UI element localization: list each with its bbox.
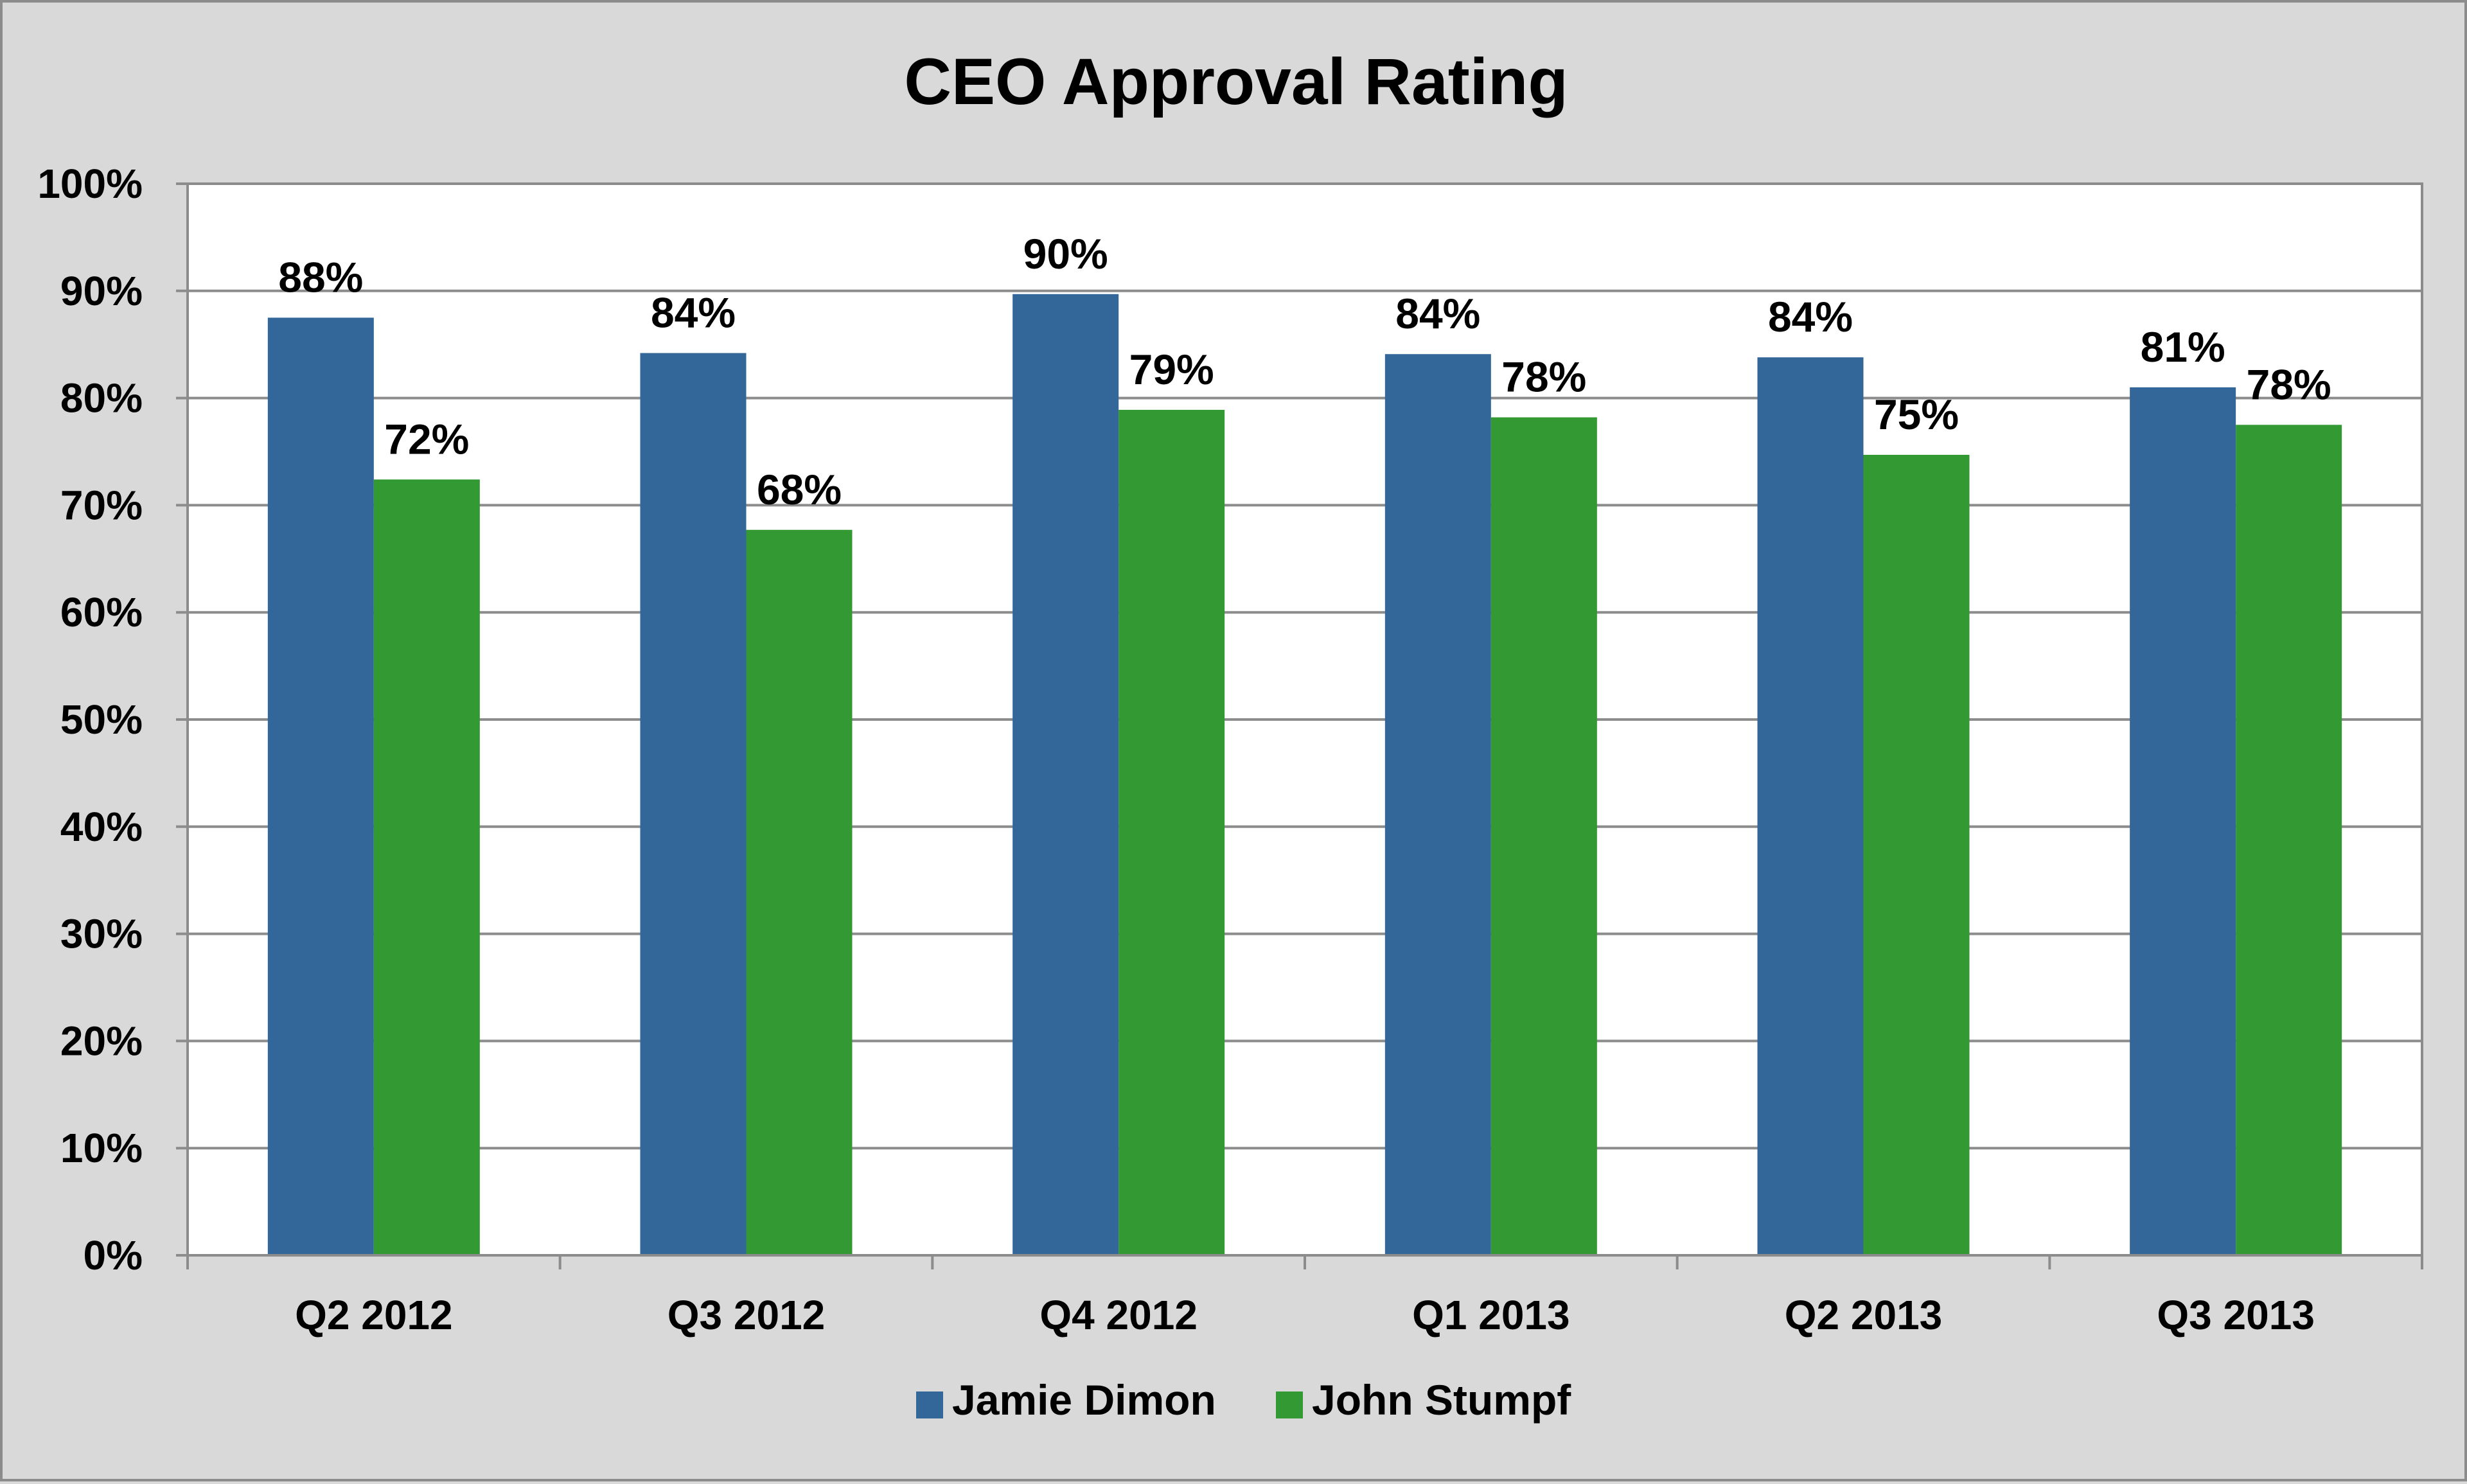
data-label: 78%: [2247, 360, 2331, 408]
bars: [267, 294, 2342, 1256]
gridlines: [188, 182, 2422, 1150]
y-tick-label: 10%: [60, 1125, 143, 1171]
legend-swatch: [916, 1391, 943, 1418]
legend-label: Jamie Dimon: [952, 1376, 1216, 1424]
bar-jamie-dimon: [1757, 357, 1864, 1255]
y-tick-label: 90%: [60, 268, 143, 314]
data-label: 90%: [1023, 230, 1108, 278]
y-tick-label: 0%: [84, 1232, 143, 1278]
y-tick-label: 40%: [60, 804, 143, 850]
y-tick-label: 80%: [60, 375, 143, 421]
y-tick-label: 20%: [60, 1018, 143, 1064]
data-label: 84%: [651, 289, 736, 337]
bar-john-stumpf: [746, 529, 853, 1256]
bar-jamie-dimon: [1012, 294, 1119, 1256]
x-tick-label: Q2 2012: [295, 1292, 453, 1338]
x-tick-label: Q3 2013: [2157, 1292, 2315, 1338]
data-label: 78%: [1501, 353, 1586, 401]
axes: 0% 10% 20% 30% 40% 50% 60% 70% 80% 90% 100% Q2 2012…: [37, 161, 2423, 1338]
chart-svg: 0% 10% 20% 30% 40% 50% 60% 70% 80% 90% 100% Q2 2012…: [37, 45, 2423, 1424]
bar-john-stumpf: [1863, 455, 1970, 1255]
x-tick-label: Q1 2013: [1412, 1292, 1570, 1338]
x-tick-label: Q4 2012: [1039, 1292, 1198, 1338]
bar-jamie-dimon: [1384, 354, 1491, 1256]
data-label: 79%: [1129, 346, 1214, 393]
data-label: 72%: [384, 415, 469, 463]
legend-swatch: [1276, 1391, 1303, 1418]
bar-john-stumpf: [2236, 425, 2342, 1255]
data-label: 84%: [1395, 290, 1480, 337]
legend-label: John Stumpf: [1312, 1376, 1571, 1424]
data-labels: 88% 72% 84% 68% 90% 79% 84% 78% 84% 75% 81% 78%: [278, 230, 2331, 513]
bar-john-stumpf: [373, 479, 480, 1256]
data-label: 84%: [1768, 293, 1853, 340]
bar-jamie-dimon: [267, 317, 374, 1255]
x-tick-label: Q3 2012: [668, 1292, 826, 1338]
data-label: 81%: [2141, 323, 2225, 371]
y-tick-label: 60%: [60, 589, 143, 635]
bar-jamie-dimon: [640, 353, 747, 1256]
bar-john-stumpf: [1490, 417, 1597, 1255]
data-label: 75%: [1874, 391, 1959, 438]
bar-jamie-dimon: [2130, 387, 2236, 1256]
x-tick-label: Q2 2013: [1785, 1292, 1943, 1338]
legend: Jamie Dimon John Stumpf: [916, 1376, 1571, 1424]
data-label: 68%: [757, 466, 842, 513]
bar-john-stumpf: [1119, 409, 1225, 1255]
y-tick-label: 100%: [37, 161, 143, 207]
data-label: 88%: [278, 254, 363, 301]
y-tick-label: 70%: [60, 482, 143, 528]
chart-title: CEO Approval Rating: [904, 45, 1568, 118]
y-tick-label: 30%: [60, 911, 143, 957]
y-tick-label: 50%: [60, 696, 143, 743]
